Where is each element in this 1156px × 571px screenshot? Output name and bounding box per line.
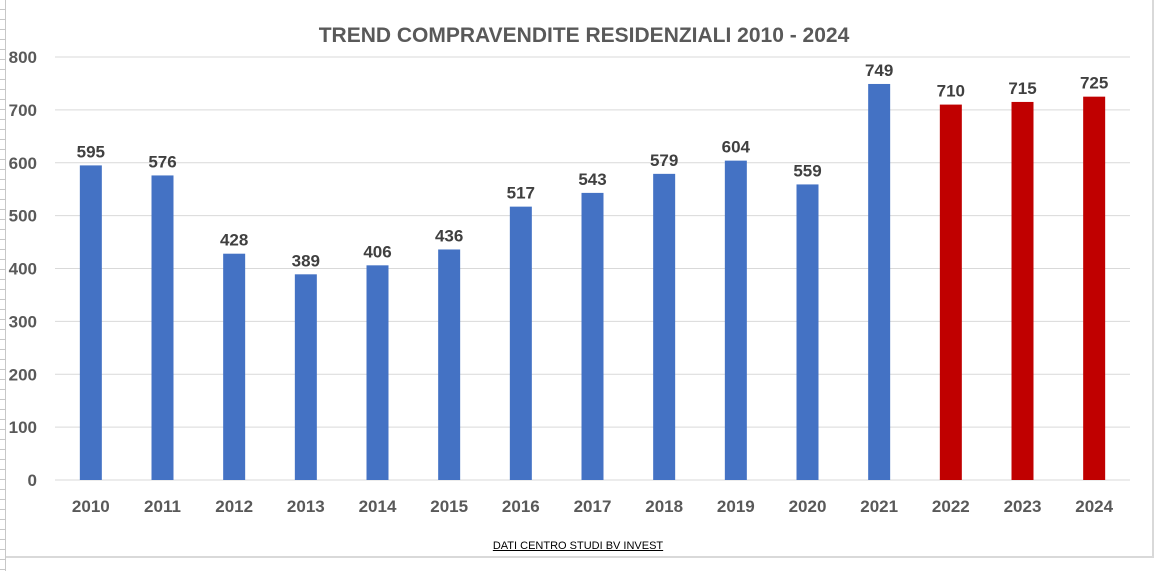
- x-tick-label-2022: 2022: [932, 497, 970, 516]
- x-tick-label-2017: 2017: [574, 497, 612, 516]
- data-labels: 595 576 428 389 406 436 517 543 579 604 559 749 710 7…: [77, 61, 1109, 270]
- x-tick-label-2020: 2020: [789, 497, 827, 516]
- x-tick-label-2018: 2018: [645, 497, 683, 516]
- data-label-2020: 559: [793, 161, 821, 180]
- x-tick-label-2015: 2015: [430, 497, 468, 516]
- bar-2013: [294, 274, 317, 480]
- y-tick-label: 400: [9, 260, 37, 279]
- data-label-2010: 595: [77, 142, 105, 161]
- y-tick-label: 600: [9, 154, 37, 173]
- data-label-2011: 576: [148, 152, 176, 171]
- y-tick-label: 800: [9, 48, 37, 67]
- data-label-2013: 389: [292, 251, 320, 270]
- x-tick-label-2019: 2019: [717, 497, 755, 516]
- bar-2017: [581, 192, 604, 481]
- x-tick-label-2010: 2010: [72, 497, 110, 516]
- bar-2010: [79, 165, 102, 481]
- bar-2024: [1083, 96, 1106, 480]
- x-tick-label-2014: 2014: [359, 497, 397, 516]
- bar-2019: [724, 160, 747, 480]
- bar-2016: [509, 206, 532, 481]
- x-tick-label-2021: 2021: [860, 497, 898, 516]
- y-tick-label: 200: [9, 365, 37, 384]
- bar-2020: [796, 184, 819, 480]
- data-label-2014: 406: [363, 242, 391, 261]
- bar-2021: [868, 83, 891, 480]
- bar-2022: [939, 104, 962, 481]
- bar-2014: [366, 265, 389, 480]
- data-label-2024: 725: [1080, 74, 1108, 93]
- y-tick-label: 0: [28, 471, 37, 490]
- bar-2023: [1011, 101, 1034, 480]
- x-tick-label-2024: 2024: [1075, 497, 1113, 516]
- data-label-2016: 517: [507, 184, 535, 203]
- y-tick-label: 300: [9, 312, 37, 331]
- data-label-2015: 436: [435, 226, 463, 245]
- row-ruler: [0, 0, 6, 571]
- data-label-2019: 604: [722, 138, 751, 157]
- data-label-2023: 715: [1008, 79, 1036, 98]
- bars: [79, 83, 1106, 481]
- bar-2018: [653, 173, 676, 480]
- x-tick-label-2016: 2016: [502, 497, 540, 516]
- bar-2011: [151, 175, 174, 480]
- data-label-2022: 710: [937, 82, 965, 101]
- y-tick-label: 700: [9, 101, 37, 120]
- chart-area: [0, 0, 1154, 558]
- chart-title: TREND COMPRAVENDITE RESIDENZIALI 2010 - …: [319, 24, 850, 47]
- bar-2015: [438, 249, 461, 480]
- x-tick-label-2023: 2023: [1004, 497, 1042, 516]
- y-tick-label: 100: [9, 418, 37, 437]
- data-label-2021: 749: [865, 61, 893, 80]
- x-axis-ticks: 2010 2011 2012 2013 2014 2015 2016 2017 2018 2019…: [72, 497, 1114, 516]
- y-tick-label: 500: [9, 207, 37, 226]
- data-label-2017: 543: [578, 170, 606, 189]
- source-note: DATI CENTRO STUDI BV INVEST: [492, 540, 664, 552]
- data-label-2018: 579: [650, 151, 678, 170]
- data-label-2012: 428: [220, 231, 248, 250]
- x-tick-label-2011: 2011: [144, 497, 181, 516]
- bar-2012: [223, 253, 246, 480]
- x-tick-label-2012: 2012: [215, 497, 253, 516]
- x-tick-label-2013: 2013: [287, 497, 325, 516]
- y-axis-ticks: 0 100 200 300 400 500 600 700 800: [9, 48, 37, 490]
